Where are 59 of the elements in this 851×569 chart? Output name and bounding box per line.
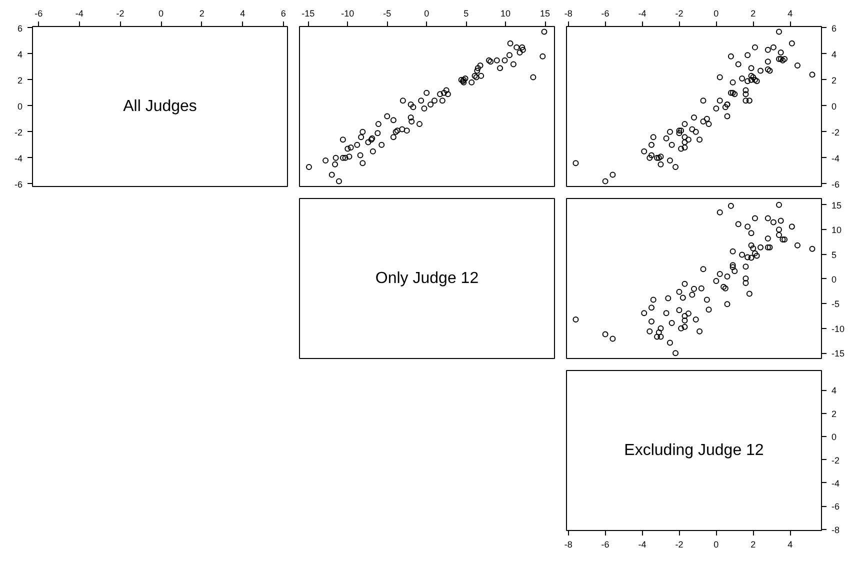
y-tick-label: 0 <box>832 101 837 112</box>
y-tick-label: 4 <box>832 49 837 60</box>
y-tick-label: -8 <box>832 524 840 535</box>
x-tick-label: -6 <box>34 8 43 18</box>
x-tick-label: -8 <box>564 8 572 18</box>
x-tick-label: 6 <box>280 8 286 18</box>
x-tick-label: 10 <box>500 8 511 18</box>
y-tick-label: 5 <box>832 250 837 260</box>
y-tick-label: 6 <box>17 23 23 34</box>
x-tick-label: -2 <box>116 8 124 18</box>
y-tick-label: -4 <box>832 153 840 164</box>
y-tick-label: 2 <box>832 408 837 419</box>
x-tick-label: 4 <box>788 8 793 18</box>
x-tick-label: 4 <box>788 540 793 550</box>
y-tick-label: -6 <box>832 179 840 190</box>
x-tick-label: -15 <box>302 8 315 18</box>
x-tick-label: 0 <box>714 8 719 18</box>
y-tick-label: -15 <box>832 348 845 359</box>
x-tick-label: 0 <box>424 8 430 18</box>
x-tick-label: -5 <box>383 8 392 18</box>
y-tick-label: -4 <box>832 478 840 488</box>
y-tick-label: 0 <box>832 432 837 442</box>
y-tick-label: -6 <box>14 179 23 190</box>
x-tick-label: 15 <box>540 8 550 18</box>
x-tick-label: -2 <box>675 8 684 18</box>
x-tick-label: -4 <box>638 540 646 550</box>
y-tick-label: -10 <box>832 324 845 334</box>
y-tick-label: 15 <box>832 200 842 210</box>
y-tick-label: -6 <box>832 502 840 512</box>
y-tick-label: -2 <box>832 455 840 466</box>
x-tick-label: 4 <box>240 8 246 18</box>
text: Excluding Judge 12 <box>624 442 764 459</box>
x-tick-label: -4 <box>75 8 84 18</box>
x-tick-label: 5 <box>464 8 469 18</box>
x-tick-label: 2 <box>750 8 756 18</box>
y-tick-label: 2 <box>17 75 23 86</box>
text: All Judges <box>123 98 197 115</box>
x-tick-label: 2 <box>199 8 204 18</box>
y-tick-label: 4 <box>832 386 837 396</box>
y-tick-label: 6 <box>832 23 837 34</box>
y-tick-label: 0 <box>832 274 837 284</box>
y-tick-label: -2 <box>832 127 840 138</box>
y-tick-label: 4 <box>17 49 23 60</box>
x-tick-label: -6 <box>601 540 610 550</box>
x-tick-label: -8 <box>564 540 572 550</box>
y-tick-label: 10 <box>832 225 842 236</box>
y-tick-label: 2 <box>832 75 837 86</box>
x-tick-label: -6 <box>601 8 610 18</box>
x-tick-label: 0 <box>714 540 719 550</box>
y-tick-label: -5 <box>832 299 840 310</box>
text: Only Judge 12 <box>375 270 479 287</box>
x-tick-label: 2 <box>750 540 756 550</box>
y-tick-label: 0 <box>17 101 23 112</box>
x-tick-label: 0 <box>158 8 164 18</box>
x-tick-label: -4 <box>638 8 646 18</box>
y-tick-label: -4 <box>14 153 23 164</box>
x-tick-label: -10 <box>341 8 354 18</box>
y-tick-label: -2 <box>14 127 23 138</box>
x-tick-label: -2 <box>675 540 684 550</box>
